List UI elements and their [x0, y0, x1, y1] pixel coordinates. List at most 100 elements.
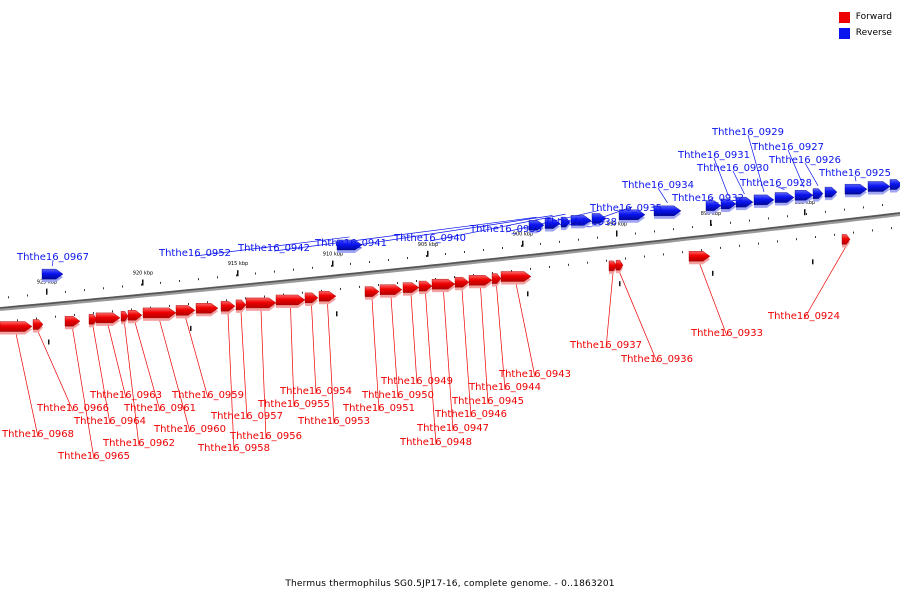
minor-tick: [198, 278, 199, 281]
minor-tick: [606, 259, 607, 262]
major-tick: [522, 240, 524, 247]
label-connector: [185, 317, 209, 399]
gene-arrow: [195, 303, 219, 314]
figure-caption: Thermus thermophilus SG0.5JP17-16, compl…: [285, 579, 615, 589]
major-tick: [619, 281, 621, 287]
label-connector: [605, 272, 614, 349]
minor-tick: [549, 265, 550, 268]
gene-arrow: [379, 284, 403, 295]
kbp-tick-label: 900 kbp: [513, 232, 533, 238]
gene-arrow: [364, 286, 380, 297]
gene-arrow: [175, 305, 196, 316]
gene-arrow: [418, 280, 433, 292]
minor-tick: [739, 244, 740, 247]
gene-arrow: [142, 307, 177, 319]
minor-tick: [17, 319, 18, 322]
gene-arrow: [812, 188, 824, 199]
minor-tick: [568, 263, 569, 266]
gene-arrow: [867, 181, 891, 192]
minor-tick: [141, 283, 142, 286]
major-tick: [190, 325, 192, 331]
minor-tick: [8, 296, 9, 299]
gene-arrow: [41, 268, 64, 280]
gene-label: Ththe16_0952: [158, 248, 231, 259]
major-tick: [46, 288, 48, 295]
minor-tick: [445, 253, 446, 255]
minor-tick: [426, 255, 427, 257]
minor-tick: [112, 310, 113, 313]
kbp-tick-label: 910 kbp: [323, 252, 343, 258]
minor-tick: [369, 261, 370, 263]
gene-label: Ththe16_0925: [818, 168, 891, 179]
minor-tick: [169, 304, 170, 307]
gene-label: Ththe16_0959: [171, 390, 244, 401]
kbp-tick-label: 920 kbp: [133, 271, 153, 277]
gene-arrow: [304, 292, 319, 304]
major-tick: [812, 259, 814, 265]
minor-tick: [806, 213, 807, 215]
gene-label: Ththe16_0957: [210, 411, 283, 422]
minor-tick: [103, 287, 104, 290]
gene-arrow: [688, 251, 711, 262]
minor-tick: [720, 246, 721, 249]
label-connector: [107, 324, 127, 399]
label-connector: [15, 333, 39, 438]
gene-arrow: [844, 184, 868, 195]
kbp-tick-label: 895 kbp: [607, 222, 627, 228]
gene-label: Ththe16_0926: [768, 155, 841, 166]
minor-tick: [226, 299, 227, 302]
gene-arrow: [120, 311, 129, 322]
gene-arrow: [491, 273, 502, 284]
kbp-ticks: 925 kbp 920 kbp 915 kbp 910 kbp 905 kbp 900 k…: [8, 200, 892, 345]
minor-tick: [815, 236, 816, 238]
label-connector: [732, 170, 745, 195]
minor-tick: [521, 244, 522, 247]
label-connector: [37, 331, 74, 412]
minor-tick: [179, 280, 180, 282]
minor-tick: [834, 233, 835, 236]
gene-arrow: [0, 321, 33, 332]
gene-label: Ththe16_0967: [16, 252, 89, 263]
minor-tick: [644, 255, 645, 258]
label-connector: [134, 322, 161, 412]
label-connector: [699, 263, 728, 337]
kbp-tick-label: 925 kbp: [37, 280, 57, 286]
label-connector: [194, 236, 350, 257]
minor-tick: [55, 315, 56, 318]
label-connector: [619, 272, 658, 363]
minor-tick: [777, 240, 778, 243]
major-tick: [237, 270, 239, 277]
minor-tick: [160, 281, 161, 284]
label-connector: [290, 306, 295, 408]
minor-tick: [597, 236, 598, 239]
gene-label: Ththe16_0944: [468, 382, 541, 393]
legend-reverse-label: Reverse: [855, 28, 892, 38]
gene-arrow: [431, 278, 456, 290]
label-connector: [747, 134, 765, 192]
gene-arrow: [618, 209, 646, 220]
minor-tick: [663, 253, 664, 256]
label-connector: [327, 303, 335, 425]
gene-label: Ththe16_0931: [677, 150, 750, 161]
minor-tick: [872, 229, 873, 232]
minor-tick: [74, 313, 75, 316]
gene-label: Ththe16_0968: [1, 429, 74, 440]
label-connector: [425, 293, 437, 446]
gene-arrow: [824, 186, 838, 198]
minor-tick: [93, 312, 94, 315]
gene-label: Ththe16_0949: [380, 376, 453, 387]
gene-arrow: [528, 220, 545, 231]
genome-backbone: [0, 212, 900, 311]
label-connector: [350, 215, 553, 247]
gene-arrow: [735, 196, 754, 208]
minor-tick: [540, 242, 541, 245]
minor-tick: [350, 262, 351, 265]
gene-label: Ththe16_0966: [36, 403, 109, 414]
gene-arrow: [544, 218, 561, 229]
gene-arrow: [570, 215, 592, 226]
gene-label: Ththe16_0935: [589, 203, 662, 214]
label-connector: [854, 175, 857, 182]
gene-arrow: [64, 316, 81, 327]
gene-arrow: [794, 190, 814, 201]
